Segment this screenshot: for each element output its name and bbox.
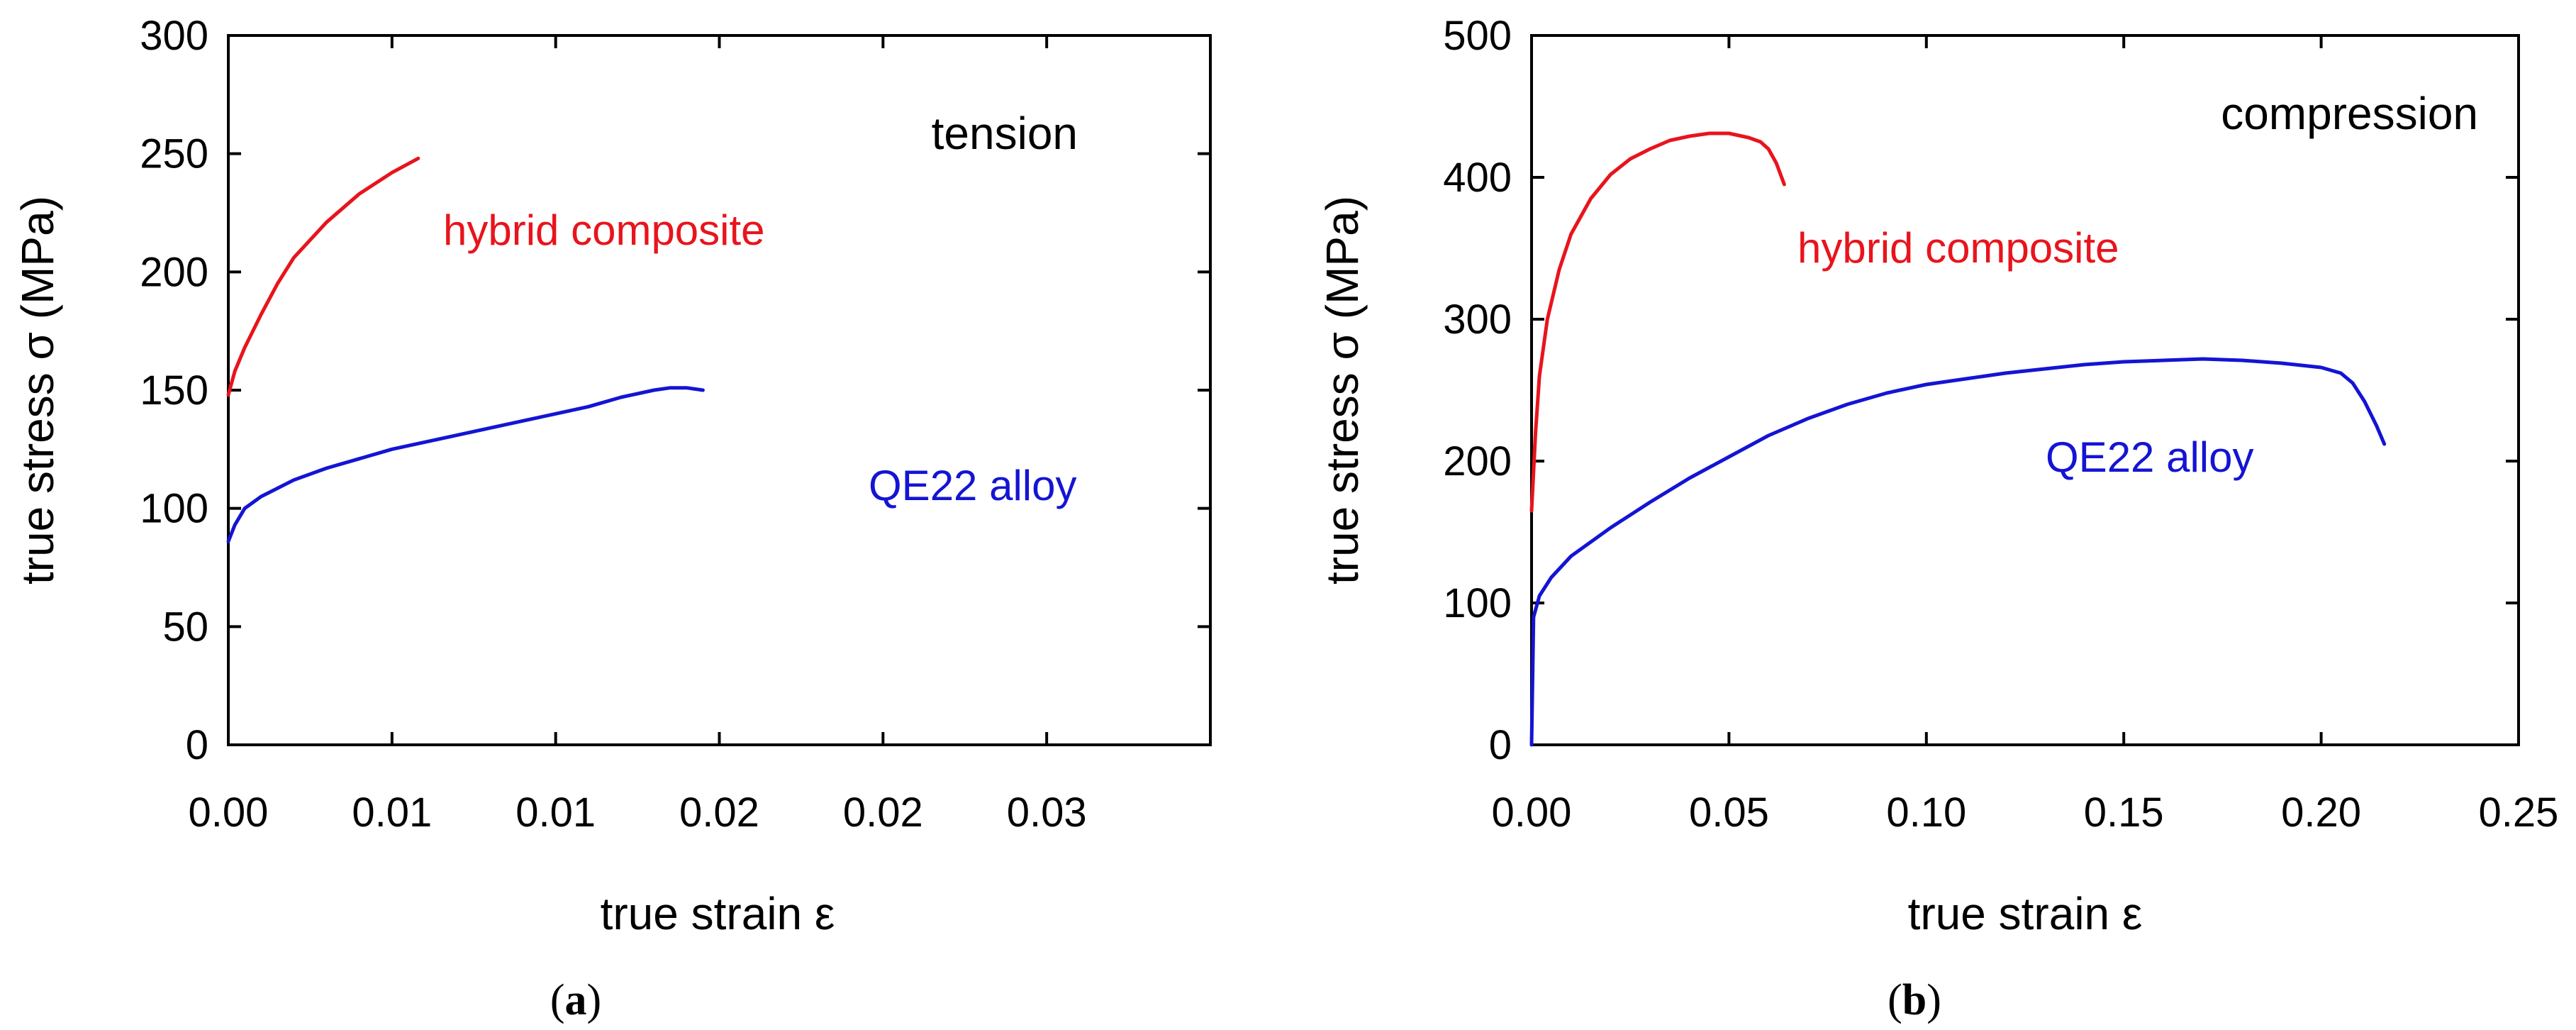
- panel-b-y-ticks: 0 100 200 300 400 500: [1443, 13, 2519, 768]
- y-tick-label: 250: [140, 131, 208, 177]
- panel-b-frame: [1530, 34, 2520, 746]
- qe22-alloy-line: [1529, 357, 2387, 747]
- y-tick-label: 200: [1443, 438, 1512, 484]
- y-tick-label: 0: [1489, 722, 1512, 768]
- x-tick-label: 0.01: [515, 790, 596, 836]
- y-tick-label: 300: [1443, 297, 1512, 343]
- y-tick-label: 400: [1443, 155, 1512, 201]
- y-tick-label: 500: [1443, 13, 1512, 59]
- panel-b-compression: 0 100 200 300 400 500 0.00 0.05 0.10 0.15 0.20 0.2…: [1317, 13, 2558, 1024]
- qe22-alloy-line: [226, 386, 705, 543]
- y-tick-label: 300: [140, 13, 208, 59]
- panel-b-x-axis-label: true strain ε: [1908, 888, 2143, 939]
- panel-b-annotation: compression: [2221, 88, 2478, 139]
- panel-a-annotation: tension: [932, 108, 1078, 159]
- x-tick-label: 0.05: [1689, 790, 1769, 836]
- panel-a-hybrid-composite-label: hybrid composite: [443, 206, 765, 254]
- panel-b-series: [1529, 131, 2387, 747]
- panel-b-y-axis-label: true stress σ (MPa): [1317, 196, 1368, 585]
- x-tick-label: 0.20: [2281, 790, 2361, 836]
- panel-a-x-axis-label: true strain ε: [601, 888, 835, 939]
- x-tick-label: 0.25: [2479, 790, 2559, 836]
- x-tick-label: 0.01: [352, 790, 432, 836]
- x-tick-label: 0.00: [189, 790, 269, 836]
- x-tick-label: 0.10: [1886, 790, 1966, 836]
- x-tick-label: 0.02: [679, 790, 759, 836]
- y-tick-label: 100: [140, 486, 208, 532]
- y-tick-label: 50: [162, 604, 208, 650]
- panel-b-qe22-alloy-label: QE22 alloy: [2046, 433, 2254, 481]
- panel-a-y-ticks: 0 50 100 150 200 250 300: [140, 13, 1210, 768]
- x-tick-label: 0.03: [1007, 790, 1087, 836]
- y-tick-label: 200: [140, 249, 208, 295]
- x-tick-label: 0.02: [843, 790, 923, 836]
- panel-b-caption: (b): [1888, 976, 1941, 1024]
- x-tick-label: 0.00: [1492, 790, 1572, 836]
- panel-b-x-ticks: 0.00 0.05 0.10 0.15 0.20 0.25: [1492, 35, 2559, 836]
- panel-b-hybrid-composite-label: hybrid composite: [1797, 224, 2119, 272]
- y-tick-label: 150: [140, 367, 208, 414]
- y-tick-label: 100: [1443, 580, 1512, 626]
- panel-a-series: [226, 156, 705, 543]
- hybrid-composite-line: [1529, 131, 1786, 513]
- panel-a-y-axis-label: true stress σ (MPa): [12, 196, 63, 585]
- x-tick-label: 0.15: [2084, 790, 2164, 836]
- panel-a-qe22-alloy-label: QE22 alloy: [869, 462, 1077, 509]
- panel-a-x-ticks: 0.00 0.01 0.01 0.02 0.02 0.03: [189, 35, 1087, 836]
- y-tick-label: 0: [186, 722, 208, 768]
- panel-a-caption: (a): [550, 976, 601, 1024]
- hybrid-composite-line: [226, 156, 420, 397]
